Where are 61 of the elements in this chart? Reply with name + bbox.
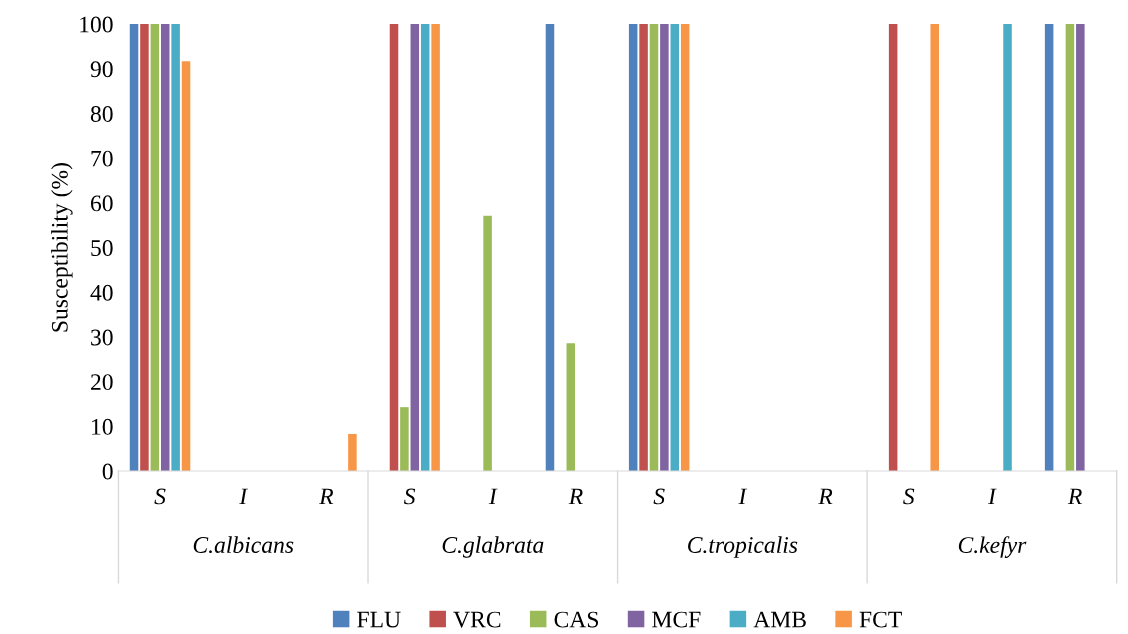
bar [140, 24, 149, 472]
y-tick-label: 10 [92, 418, 113, 435]
x-tick-label: R [568, 488, 583, 505]
bar [1065, 24, 1075, 472]
bar [431, 24, 440, 472]
x-tick-label: S [903, 488, 915, 505]
y-axis-title: Susceptibility (%) [51, 163, 73, 332]
bar [181, 61, 191, 472]
bar [348, 433, 357, 472]
legend-label: CAS [554, 611, 599, 628]
x-tick-label: I [239, 488, 249, 505]
bar [483, 215, 492, 472]
x-tick-label: S [403, 488, 416, 505]
bar [628, 24, 638, 472]
y-tick-label: 60 [90, 195, 113, 212]
x-tick-label: S [154, 488, 166, 505]
bar [1003, 24, 1012, 472]
y-tick-label: 100 [80, 16, 113, 33]
x-tick-label: I [987, 488, 997, 505]
legend-label: VRC [453, 611, 501, 628]
bar [649, 24, 659, 472]
bar [389, 24, 399, 472]
bar [1044, 24, 1054, 472]
bar [129, 24, 139, 472]
bar [160, 24, 170, 472]
y-tick-label: 0 [102, 463, 113, 480]
bar [660, 24, 669, 472]
text: C.kefyr [958, 536, 1027, 558]
bar [888, 24, 898, 472]
bar [545, 24, 555, 472]
bar [566, 343, 576, 472]
x-tick-label: R [1067, 488, 1082, 505]
bar [420, 24, 430, 472]
legend-label: MCF [652, 611, 701, 628]
x-tick-label: R [319, 488, 334, 505]
y-tick-label: 50 [91, 240, 113, 256]
bar [680, 24, 690, 472]
text: C.glabrata [442, 536, 544, 558]
bar [930, 24, 940, 472]
bar [150, 24, 160, 472]
x-tick-label: R [818, 488, 833, 505]
x-tick-label: S [653, 488, 665, 505]
text: C.albicans [193, 536, 294, 554]
bar [670, 24, 680, 472]
legend-label: FLU [357, 611, 401, 628]
y-tick-label: 70 [91, 150, 113, 167]
legend-label: FCT [859, 611, 902, 628]
bar [1076, 24, 1085, 472]
text: C.tropicalis [688, 536, 798, 558]
y-tick-label: 80 [90, 105, 113, 122]
bar [171, 24, 180, 472]
y-tick-label: 30 [91, 329, 113, 346]
x-tick-label: I [738, 488, 748, 505]
bar [639, 24, 648, 472]
bar [400, 407, 409, 472]
bar [410, 24, 420, 472]
legend-label: AMB [753, 611, 806, 628]
x-tick-label: I [488, 488, 498, 505]
y-tick-label: 90 [90, 61, 113, 78]
y-tick-label: 40 [90, 284, 113, 301]
y-tick-label: 20 [91, 374, 113, 391]
